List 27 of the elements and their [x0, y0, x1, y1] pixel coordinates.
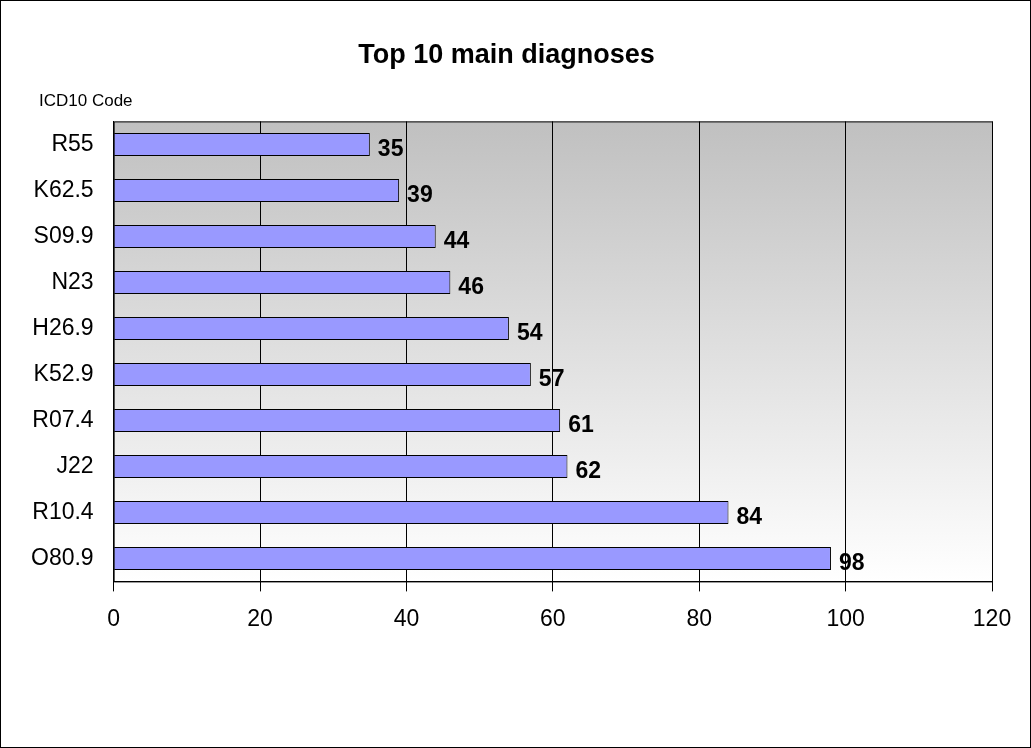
y-tick-label: R55 — [51, 129, 94, 156]
x-tick-label: 100 — [826, 604, 865, 631]
x-tick-label: 60 — [540, 604, 566, 631]
y-tick-label: H26.9 — [32, 313, 94, 340]
y-tick-label: R07.4 — [32, 405, 94, 432]
data-label: 62 — [575, 456, 602, 483]
y-tick-label: S09.9 — [33, 221, 94, 248]
data-label: 54 — [516, 318, 543, 345]
chart-title: Top 10 main diagnoses — [358, 38, 655, 69]
x-tick-label: 80 — [686, 604, 713, 631]
y-tick-label: J22 — [56, 451, 94, 478]
y-axis-title: ICD10 Code — [39, 90, 133, 110]
x-tick-label: 40 — [393, 604, 420, 631]
y-tick-label: K62.5 — [33, 175, 94, 202]
y-tick-label: N23 — [51, 267, 94, 294]
data-label: 61 — [568, 410, 594, 437]
data-label: 35 — [377, 134, 404, 161]
data-label: 39 — [407, 180, 433, 207]
y-tick-label: O80.9 — [31, 543, 94, 570]
data-label: 44 — [443, 226, 470, 253]
data-label: 84 — [736, 502, 763, 529]
x-tick-label: 120 — [972, 604, 1012, 631]
data-label: 46 — [458, 272, 484, 299]
x-tick-label: 0 — [107, 604, 121, 631]
x-tick-label: 20 — [247, 604, 273, 631]
y-tick-label: R10.4 — [32, 497, 94, 524]
y-tick-label: K52.9 — [33, 359, 94, 386]
